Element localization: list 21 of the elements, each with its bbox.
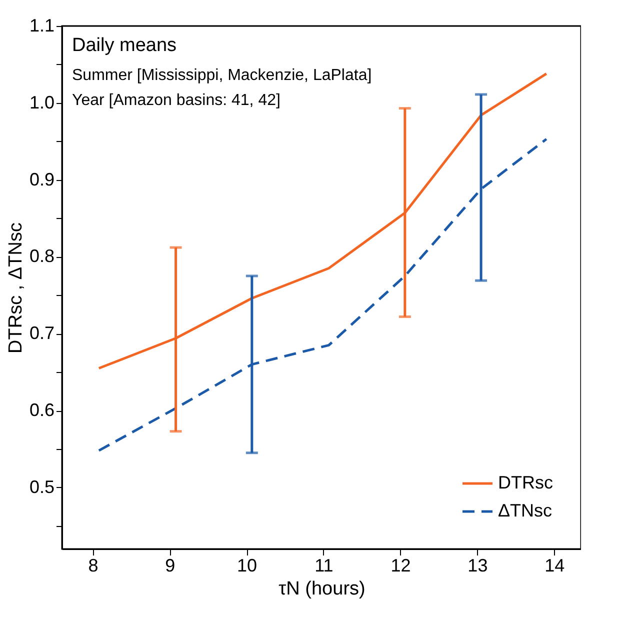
x-tick-label: 11: [314, 556, 334, 576]
y-tick-label: 0.9: [29, 169, 54, 190]
legend-label: DTRsc: [498, 472, 553, 492]
x-tick-label: 10: [237, 556, 258, 576]
x-tick-label: 12: [390, 556, 411, 576]
y-tick-label: 1.0: [29, 92, 54, 112]
annotation: Daily means: [72, 35, 177, 56]
annotation: Summer [Mississippi, Mackenzie, LaPlata]: [72, 67, 372, 84]
annotation: Year [Amazon basins: 41, 42]: [72, 92, 280, 109]
y-tick-label: 0.7: [29, 323, 54, 344]
x-tick-label: 8: [88, 556, 98, 576]
y-tick-label: 0.8: [29, 246, 54, 266]
x-tick-label: 14: [544, 556, 565, 576]
y-tick-label: 1.1: [29, 16, 54, 36]
y-tick-label: 0.5: [29, 476, 54, 497]
y-tick-label: 0.6: [29, 400, 54, 420]
y-axis-title: DTRsc , ΔTNsc: [5, 222, 26, 354]
legend-label: ΔTNsc: [498, 500, 552, 520]
x-tick-label: 9: [165, 556, 176, 576]
x-axis-title: τN (hours): [278, 578, 366, 600]
x-tick-label: 13: [468, 556, 488, 576]
